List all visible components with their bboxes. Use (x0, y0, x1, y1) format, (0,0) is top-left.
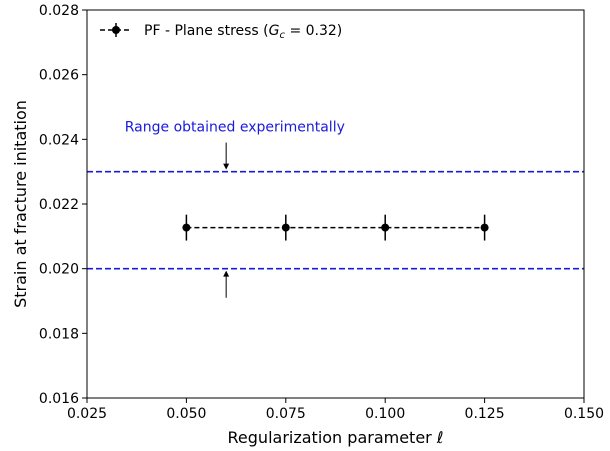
x-tick-label: 0.075 (266, 406, 306, 422)
x-tick-label: 0.125 (465, 406, 505, 422)
x-tick-label: 0.050 (166, 406, 206, 422)
x-tick-label: 0.150 (564, 406, 604, 422)
legend: PF - Plane stress (Gc = 0.32) (100, 23, 342, 41)
y-tick-label: 0.028 (39, 3, 79, 19)
legend-entry-text: PF - Plane stress (Gc = 0.32) (144, 23, 342, 41)
x-tick-label: 0.025 (67, 406, 107, 422)
x-axis-ticks: 0.025 0.050 0.075 0.100 0.125 0.150 (67, 398, 604, 422)
reference-lines (87, 170, 584, 270)
y-tick-label: 0.022 (39, 197, 79, 213)
data-point (480, 223, 489, 232)
y-tick-label: 0.016 (39, 391, 79, 407)
arrow-head (223, 163, 230, 170)
data-series (182, 214, 489, 241)
data-point (281, 223, 290, 232)
y-tick-label: 0.024 (39, 132, 79, 148)
x-tick-label: 0.100 (365, 406, 405, 422)
plot-frame (86, 9, 585, 399)
y-tick-label: 0.018 (39, 326, 79, 342)
y-tick-label: 0.020 (39, 262, 79, 278)
arrow-head (223, 270, 230, 277)
y-axis-ticks: 0.016 0.018 0.020 0.022 0.024 0.026 0.028 (39, 3, 87, 407)
annotation-arrows (223, 142, 230, 298)
data-point (182, 223, 191, 232)
annotation-experimental-range: Range obtained experimentally (125, 119, 345, 135)
x-axis-label: Regularization parameter ℓ (228, 428, 444, 447)
data-point (381, 223, 390, 232)
y-axis-label: Strain at fracture initation (11, 100, 30, 308)
y-tick-label: 0.026 (39, 68, 79, 84)
